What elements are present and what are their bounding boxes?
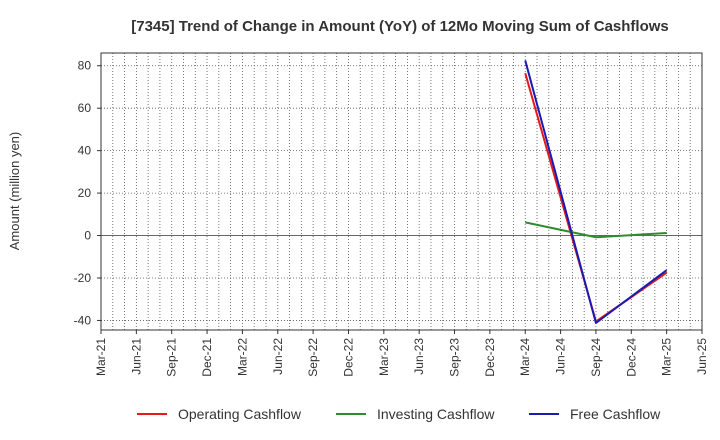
y-tick-label: 20: [78, 186, 92, 200]
y-tick-label: -40: [74, 313, 92, 327]
x-tick-label: Sep-23: [448, 338, 462, 377]
x-tick-label: Sep-21: [165, 338, 179, 377]
y-tick-label: 0: [84, 229, 91, 243]
x-tick-label: Mar-22: [235, 338, 249, 376]
y-tick-label: -20: [74, 271, 92, 285]
plot-area-frame: [100, 52, 703, 331]
y-tick-label: 40: [78, 144, 92, 158]
y-tick-label: 80: [78, 59, 92, 73]
y-axis-ticks: -40 -20 0 20 40 60 80: [74, 59, 101, 327]
series-lines: [524, 60, 668, 324]
x-tick-label: Mar-23: [377, 338, 391, 376]
free-cashflow-legend-label: Free Cashflow: [570, 406, 661, 422]
x-tick-label: Jun-21: [129, 338, 143, 375]
x-tick-label: Sep-22: [306, 338, 320, 377]
chart-title: [7345] Trend of Change in Amount (YoY) o…: [131, 18, 669, 35]
x-tick-label: Dec-24: [624, 338, 638, 377]
x-axis-ticks: Mar-21 Jun-21 Sep-21 Dec-21 Mar-22 Jun-22 Sep-…: [94, 330, 709, 377]
grid-lines: [100, 53, 703, 330]
x-tick-label: Mar-21: [94, 338, 108, 376]
x-tick-label: Jun-22: [271, 338, 285, 375]
x-tick-label: Jun-23: [412, 338, 426, 375]
x-tick-label: Mar-24: [518, 338, 532, 376]
free-cashflow-line: [524, 60, 668, 324]
x-tick-label: Dec-23: [483, 338, 497, 377]
y-tick-label: 60: [78, 101, 92, 115]
operating-cashflow-legend-label: Operating Cashflow: [178, 406, 302, 422]
y-axis-label: Amount (million yen): [7, 132, 22, 251]
x-tick-label: Jun-25: [695, 338, 709, 375]
x-tick-label: Dec-22: [341, 338, 355, 377]
investing-cashflow-line: [525, 221, 667, 239]
x-tick-label: Mar-25: [660, 338, 674, 376]
x-tick-label: Jun-24: [554, 338, 568, 375]
chart-legend: Operating Cashflow Investing Cashflow Free…: [137, 406, 661, 422]
x-tick-label: Sep-24: [589, 338, 603, 377]
investing-cashflow-legend-label: Investing Cashflow: [377, 406, 495, 422]
x-tick-label: Dec-21: [200, 338, 214, 377]
